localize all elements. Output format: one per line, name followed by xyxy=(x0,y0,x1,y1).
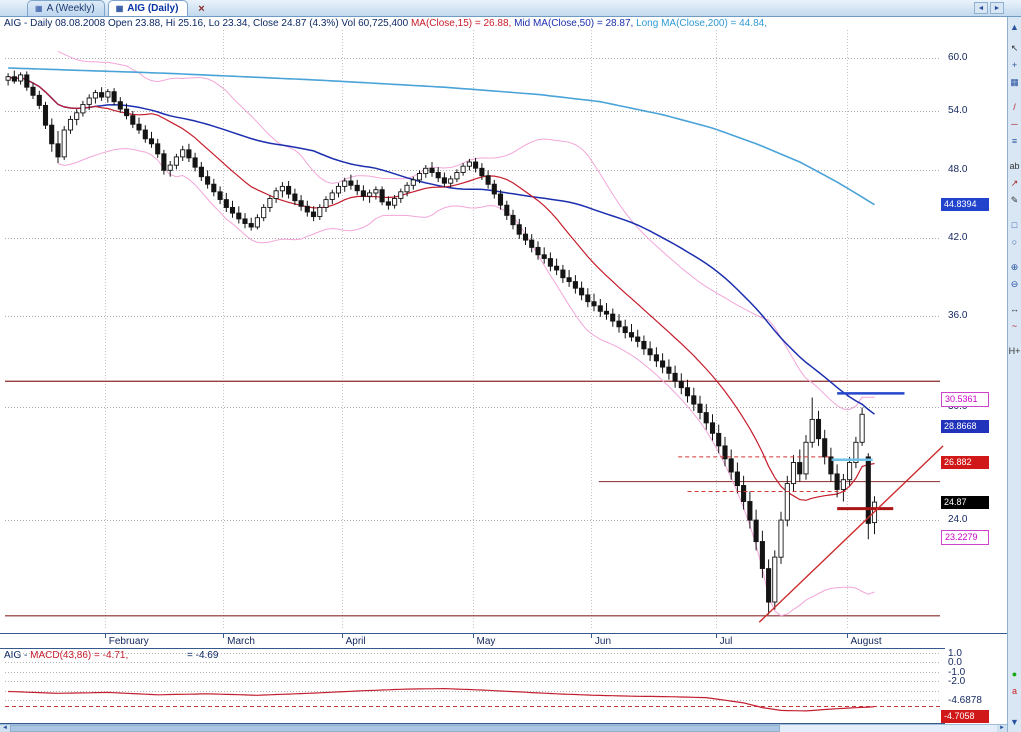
candlestick-plot xyxy=(5,70,878,615)
price-tick-label: 24.0 xyxy=(948,514,968,526)
wave-icon[interactable]: ~ xyxy=(1011,321,1018,331)
month-tick xyxy=(590,634,592,638)
macd-tick-label: 0.0 xyxy=(948,657,962,668)
macd-signal-label: -4.6878 xyxy=(948,694,982,706)
drawing-annotations xyxy=(678,392,944,623)
indicator-price-tag: 28.8668 xyxy=(941,420,989,434)
month-label: Jul xyxy=(719,636,733,647)
chart-tab-icon: ▦ xyxy=(35,4,43,13)
tab-scroll-left-icon[interactable]: ◄ xyxy=(974,2,988,14)
macd-indicator-readout: MACD(43,86) = -4.71, xyxy=(30,650,129,661)
tab-aig-daily[interactable]: ▦ AIG (Daily) xyxy=(107,0,189,16)
bollinger-lower-band xyxy=(57,148,875,617)
macd-symbol-text: AIG - xyxy=(4,650,31,661)
zoom-out-icon[interactable]: ⊖ xyxy=(1010,279,1019,289)
scroll-right-icon[interactable]: ► xyxy=(997,725,1007,732)
indicator-price-tag: 26.882 xyxy=(941,456,989,470)
month-tick xyxy=(341,634,343,638)
zoom-in-icon[interactable]: ⊕ xyxy=(1010,262,1019,272)
scroll-up-icon[interactable]: ▲ xyxy=(1010,22,1019,32)
chart-header: AIG - Daily 08.08.2008 Open 23.88, Hi 25… xyxy=(4,18,1004,30)
month-label: May xyxy=(476,636,496,647)
right-toolbar: ▲ ↖ + ▦ / ─ ≡ ab ↗ ✎ □ ○ ⊕ ⊖ ↔ ~ H+ ● a ▼ xyxy=(1007,17,1021,732)
tab-scroll-right-icon[interactable]: ► xyxy=(990,2,1004,14)
horizontal-scrollbar[interactable]: ◄ ► xyxy=(0,724,1007,732)
month-tick xyxy=(846,634,848,638)
indicator-price-tag: 24.87 xyxy=(941,495,989,509)
arrow-tool-icon[interactable]: ↗ xyxy=(1010,178,1019,188)
crosshair-icon[interactable]: + xyxy=(1011,60,1018,70)
ma50-line xyxy=(7,75,875,415)
indicator-price-tag: 30.5361 xyxy=(941,392,989,408)
macd-last-value-tag: -4.7058 xyxy=(941,710,989,723)
horizontal-level-lines xyxy=(5,380,940,617)
chart-tab-icon: ▦ xyxy=(115,4,124,13)
close-tab-button[interactable]: × xyxy=(198,3,205,15)
indicator-price-tag: 23.2279 xyxy=(941,530,989,546)
month-label: February xyxy=(108,636,149,647)
ma200-line xyxy=(8,67,875,206)
macd-tick-label: 1.0 xyxy=(948,647,962,659)
price-tick-label: 54.0 xyxy=(948,104,968,116)
ascending-trendline xyxy=(758,445,944,623)
text-tool-icon[interactable]: ab xyxy=(1009,161,1020,171)
macd-signal-readout: = -4.69 xyxy=(187,650,219,661)
month-label: March xyxy=(227,636,255,647)
scroll-down-icon[interactable]: ▼ xyxy=(1010,717,1019,727)
time-axis: February March April May Jun Jul August xyxy=(0,633,1007,648)
price-tick-label: 60.0 xyxy=(948,51,968,63)
price-label-icon[interactable]: H+ xyxy=(1008,346,1021,356)
tab-a-weekly[interactable]: ▦ A (Weekly) xyxy=(27,0,105,16)
month-label: August xyxy=(850,636,882,647)
indicator-price-tag: 44.8394 xyxy=(941,198,989,212)
chart-style-icon[interactable]: ▦ xyxy=(1010,77,1019,87)
macd-line xyxy=(8,687,875,712)
pointer-icon[interactable]: ↖ xyxy=(1010,43,1019,53)
go-indicator-icon[interactable]: ● xyxy=(1011,669,1018,679)
month-label: Jun xyxy=(594,636,612,647)
price-chart[interactable] xyxy=(0,30,945,633)
month-label: April xyxy=(345,636,366,647)
pan-icon[interactable]: ↔ xyxy=(1010,304,1019,314)
pencil-icon[interactable]: ✎ xyxy=(1010,195,1019,205)
macd-panel[interactable] xyxy=(0,648,945,724)
month-tick xyxy=(223,634,225,638)
ma15-readout: MA(Close,15) = 26.88, xyxy=(410,18,515,29)
scrollbar-thumb[interactable] xyxy=(10,725,780,732)
price-tick-label: 42.0 xyxy=(948,231,968,243)
macd-header: AIG - MACD(43,86) = -4.71, = -4.69 xyxy=(4,650,218,661)
price-tick-label: 48.0 xyxy=(948,164,968,176)
macd-tick-label: -2.0 xyxy=(948,676,966,687)
tab-scroll-buttons: ◄ ► xyxy=(974,2,1004,14)
ellipse-icon[interactable]: ○ xyxy=(1011,237,1018,247)
bollinger-upper-band xyxy=(57,50,875,411)
scroll-left-icon[interactable]: ◄ xyxy=(0,725,10,732)
rectangle-icon[interactable]: □ xyxy=(1011,220,1018,230)
month-tick xyxy=(715,634,717,638)
price-tick-label: 36.0 xyxy=(948,309,968,321)
ma15-line xyxy=(7,76,875,501)
price-axis: 60.054.048.042.036.030.024.044.839430.53… xyxy=(941,30,1007,633)
ohlc-summary-text: AIG - Daily 08.08.2008 Open 23.88, Hi 25… xyxy=(4,18,411,29)
tab-bar: ▦ A (Weekly) ▦ AIG (Daily) × ◄ ► xyxy=(0,0,1021,17)
macd-tick-label: -1.0 xyxy=(948,666,966,678)
ma50-readout: Mid MA(Close,50) = 28.87, xyxy=(514,18,637,29)
month-tick xyxy=(104,634,106,638)
scrollbar-track[interactable] xyxy=(10,725,997,732)
ma200-readout: Long MA(Close,200) = 44.84, xyxy=(636,18,767,29)
trendline-icon[interactable]: / xyxy=(1013,102,1016,112)
macd-axis: 1.0 0.0 -1.0 -2.0 -4.6878 -4.7058 xyxy=(941,648,1007,724)
channel-icon[interactable]: ≡ xyxy=(1011,136,1018,146)
month-tick xyxy=(472,634,474,638)
horizontal-line-icon[interactable]: ─ xyxy=(1011,119,1018,129)
tab-label: A (Weekly) xyxy=(46,3,95,14)
grid xyxy=(5,30,940,630)
annotation-icon[interactable]: a xyxy=(1011,686,1017,696)
tab-label: AIG (Daily) xyxy=(127,3,179,14)
